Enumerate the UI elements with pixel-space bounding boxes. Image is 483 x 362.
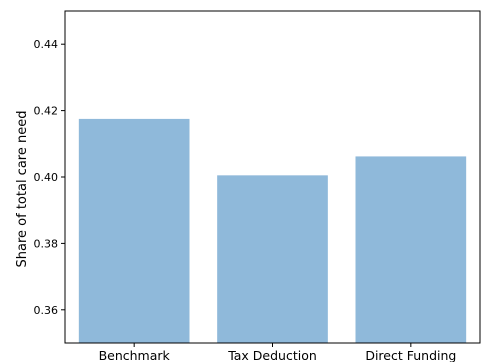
y-tick-label: 0.38 [34, 237, 59, 250]
y-ticks-group: 0.36 0.38 0.40 0.42 0.44 [34, 38, 65, 317]
y-tick-label: 0.36 [34, 304, 59, 317]
bar-tax-deduction [217, 175, 328, 343]
x-tick-label: Direct Funding [365, 348, 456, 362]
y-tick-label: 0.40 [34, 171, 59, 184]
x-tick-label: Benchmark [99, 348, 171, 362]
y-tick-label: 0.42 [34, 105, 59, 118]
bars-group [78, 118, 467, 344]
x-labels-group: Benchmark Tax Deduction Direct Funding [99, 343, 456, 362]
x-tick-label: Tax Deduction [227, 348, 317, 362]
bar-direct-funding [355, 156, 467, 343]
y-axis-label: Share of total care need [15, 111, 30, 268]
plot-frame [64, 10, 481, 344]
bar-benchmark [78, 118, 190, 344]
y-tick-label: 0.44 [34, 38, 59, 51]
